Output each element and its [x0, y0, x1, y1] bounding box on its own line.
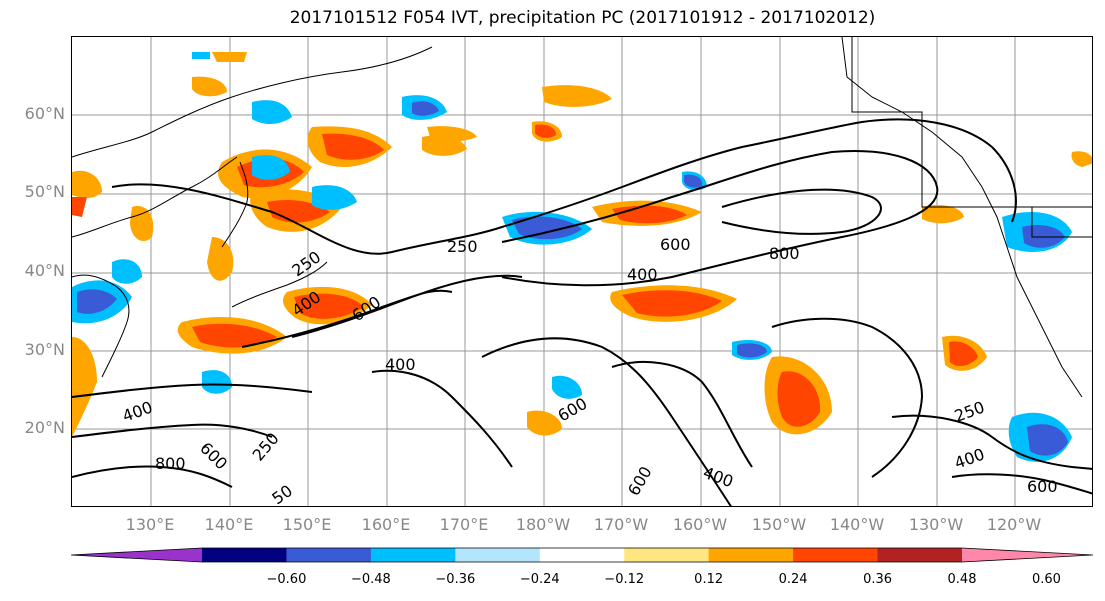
- map-title: 2017101512 F054 IVT, precipitation PC (2…: [289, 8, 876, 28]
- lat-label: 20°N: [24, 418, 65, 437]
- contour-label: 800: [769, 244, 800, 263]
- colorbar-tick-label: −0.24: [519, 572, 560, 587]
- colorbar-tick-label: 0.24: [778, 572, 808, 587]
- map-canvas: 250 250 400 400 600 600 800 400 600 400 …: [72, 37, 1092, 507]
- colorbar-tick-label: −0.48: [350, 572, 391, 587]
- colorbar-tick-label: 0.60: [1031, 572, 1061, 587]
- lat-label: 40°N: [24, 261, 65, 280]
- lon-label: 140°W: [829, 515, 885, 534]
- lon-label: 130°E: [125, 515, 175, 534]
- colorbar-tick-label: 0.12: [694, 572, 724, 587]
- contour-label: 600: [555, 394, 591, 426]
- lon-label: 160°E: [361, 515, 411, 534]
- lon-label: 170°W: [593, 515, 649, 534]
- colorbar-tick-label: −0.36: [435, 572, 476, 587]
- lon-label: 160°W: [672, 515, 728, 534]
- contour-label: 50: [268, 481, 296, 507]
- colorbar-tick-label: −0.12: [604, 572, 645, 587]
- contour-label: 400: [120, 397, 155, 425]
- contour-label: 250: [447, 237, 478, 256]
- precip-shading: [72, 52, 1092, 462]
- colorbar-tick-label: 0.36: [863, 572, 893, 587]
- colorbar-tick-label: 0.48: [947, 572, 977, 587]
- colorbar-segment: [539, 548, 625, 562]
- colorbar-segment: [624, 548, 710, 562]
- contour-label: 600: [660, 235, 691, 254]
- lat-label: 60°N: [24, 104, 65, 123]
- lat-label: 30°N: [24, 340, 65, 359]
- colorbar-segment: [370, 548, 456, 562]
- colorbar-segment: [793, 548, 879, 562]
- colorbar-extend-high: [962, 548, 1093, 562]
- lon-label: 150°W: [751, 515, 807, 534]
- contour-label: 250: [288, 247, 324, 280]
- colorbar-extend-low: [71, 548, 202, 562]
- lon-label: 180°W: [515, 515, 571, 534]
- lon-label: 140°E: [204, 515, 254, 534]
- contour-label: 400: [952, 444, 987, 472]
- ivt-contours: [72, 118, 1092, 506]
- lon-label: 130°W: [908, 515, 964, 534]
- contour-label: 800: [155, 454, 186, 473]
- contour-label: 400: [385, 355, 416, 374]
- contour-label: 400: [627, 265, 658, 284]
- contour-label: 600: [196, 438, 231, 473]
- colorbar-segment: [708, 548, 794, 562]
- colorbar-tick-label: −0.60: [266, 572, 307, 587]
- contour-label: 400: [701, 463, 736, 491]
- coastlines: [72, 37, 1092, 398]
- colorbar-segment: [455, 548, 541, 562]
- contour-label: 250: [249, 429, 283, 465]
- lat-label: 50°N: [24, 182, 65, 201]
- contour-label: 600: [624, 463, 656, 499]
- colorbar-segment: [877, 548, 963, 562]
- colorbar-segment: [202, 548, 287, 562]
- lon-label: 120°W: [986, 515, 1042, 534]
- lon-label: 170°E: [439, 515, 489, 534]
- contour-label: 250: [952, 397, 987, 425]
- map-panel: 250 250 400 400 600 600 800 400 600 400 …: [71, 36, 1093, 507]
- lon-label: 150°E: [282, 515, 332, 534]
- colorbar-segment: [286, 548, 372, 562]
- contour-label: 600: [1027, 477, 1058, 496]
